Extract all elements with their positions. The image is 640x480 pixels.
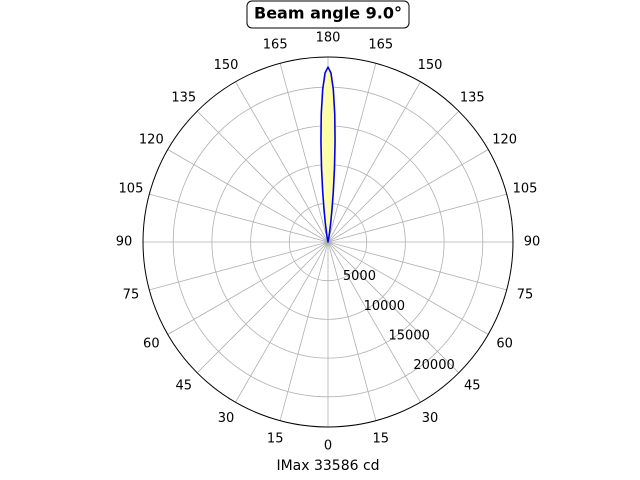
grid-spoke bbox=[149, 193, 329, 243]
grid-spoke bbox=[327, 241, 377, 421]
grid-spoke bbox=[167, 241, 329, 335]
grid-spoke bbox=[279, 63, 329, 243]
grid-spoke bbox=[235, 81, 329, 243]
grid-spoke bbox=[327, 241, 507, 291]
angle-tick-label: 15 bbox=[267, 432, 284, 447]
angle-tick-label: 45 bbox=[175, 379, 192, 394]
grid-spoke bbox=[279, 241, 329, 421]
angle-tick-label: 15 bbox=[373, 432, 390, 447]
grid-spoke bbox=[149, 241, 329, 291]
chart-title: Beam angle 9.0° bbox=[254, 4, 402, 23]
beam-curve bbox=[320, 66, 336, 243]
grid-spoke bbox=[327, 241, 489, 335]
angle-tick-label: 150 bbox=[418, 58, 443, 73]
outer-frame bbox=[142, 56, 514, 428]
angle-tick-label: 30 bbox=[218, 411, 235, 426]
grid-spoke bbox=[327, 241, 460, 374]
grid-spoke bbox=[327, 81, 421, 243]
radial-tick-label: 5000 bbox=[343, 269, 376, 284]
grid-spoke bbox=[196, 241, 329, 374]
angle-tick-label: 30 bbox=[422, 411, 439, 426]
angle-tick-label: 105 bbox=[119, 182, 144, 197]
angle-tick-label: 120 bbox=[139, 133, 164, 148]
grid-spoke bbox=[327, 193, 507, 243]
radial-tick-label: 10000 bbox=[364, 299, 405, 314]
grid-spoke bbox=[327, 241, 421, 403]
grid-spoke bbox=[327, 110, 460, 243]
angle-tick-label: 165 bbox=[263, 37, 288, 52]
grid-spoke bbox=[327, 149, 489, 243]
angle-tick-label: 75 bbox=[123, 287, 140, 302]
grid-spoke bbox=[196, 110, 329, 243]
angle-tick-label: 60 bbox=[496, 337, 513, 352]
angle-tick-label: 45 bbox=[464, 379, 481, 394]
angle-tick-label: 135 bbox=[171, 90, 196, 105]
grid-spoke bbox=[327, 63, 377, 243]
angle-tick-label: 180 bbox=[316, 31, 341, 46]
angle-tick-label: 135 bbox=[460, 90, 485, 105]
grid-spoke bbox=[235, 241, 329, 403]
angle-tick-label: 105 bbox=[513, 182, 538, 197]
angle-tick-label: 90 bbox=[524, 235, 541, 250]
grid-spoke bbox=[167, 149, 329, 243]
radial-tick-label: 15000 bbox=[389, 329, 430, 344]
angle-tick-label: 120 bbox=[492, 133, 517, 148]
angle-tick-label: 60 bbox=[143, 337, 160, 352]
angle-tick-label: 0 bbox=[324, 439, 332, 454]
angle-tick-label: 90 bbox=[116, 235, 133, 250]
angle-tick-label: 75 bbox=[517, 287, 534, 302]
angle-tick-label: 150 bbox=[214, 58, 239, 73]
radial-tick-label: 20000 bbox=[413, 358, 454, 373]
angle-tick-label: 165 bbox=[368, 37, 393, 52]
x-axis-label: IMax 33586 cd bbox=[276, 458, 379, 474]
title-box bbox=[246, 0, 410, 29]
